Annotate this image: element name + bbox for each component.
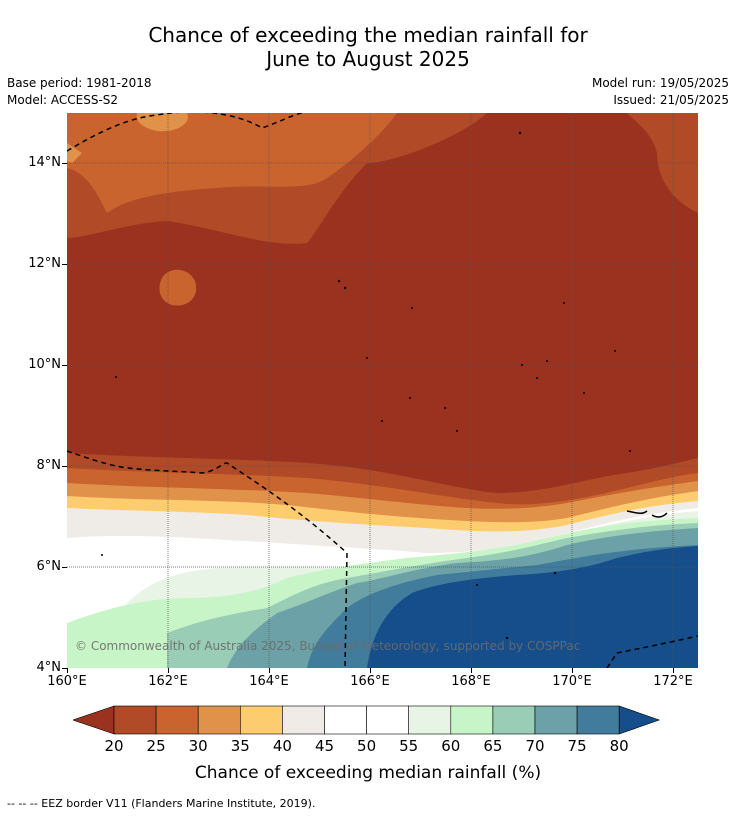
colorbar-tick-label: 75 [567, 737, 587, 755]
colorbar-cell [408, 705, 452, 735]
colorbar-tick-label: 55 [399, 737, 419, 755]
rainfall-map: © Commonwealth of Australia 2025, Bureau… [67, 113, 698, 668]
colorbar-cell [282, 705, 325, 735]
colorbar-tick-label: 60 [441, 737, 461, 755]
lon-tick [67, 668, 68, 673]
lon-label-164e: 164°E [249, 674, 289, 689]
lon-label-168e: 168°E [451, 674, 491, 689]
eez-border [67, 113, 698, 668]
lat-tick [62, 163, 67, 164]
lon-tick [370, 668, 371, 673]
copyright-notice: © Commonwealth of Australia 2025, Bureau… [75, 639, 581, 653]
lon-tick [269, 668, 270, 673]
colorbar-cell [366, 705, 410, 735]
colorbar-cell [197, 705, 241, 735]
colorbar-cell [113, 705, 157, 735]
islands [101, 131, 631, 640]
eez-legend-note: -- -- -- EEZ border V11 (Flanders Marine… [7, 797, 316, 810]
lat-tick [62, 365, 67, 366]
map-title-line2: June to August 2025 [266, 47, 470, 71]
base-period: Base period: 1981-2018 [7, 76, 152, 90]
colorbar-extend-high [618, 705, 661, 735]
graticule [67, 113, 698, 668]
model-name: Model: ACCESS-S2 [7, 93, 119, 107]
contour-30-island [159, 269, 197, 306]
contour-25-right [627, 113, 698, 213]
lat-tick [62, 668, 67, 669]
colorbar-tick-label: 70 [525, 737, 545, 755]
colorbar [72, 705, 665, 739]
lon-tick [673, 668, 674, 673]
lat-label-12n: 12°N [28, 256, 61, 271]
lon-label-170e: 170°E [552, 674, 592, 689]
lon-label-166e: 166°E [350, 674, 390, 689]
colorbar-tick-label: 35 [230, 737, 250, 755]
lat-tick [62, 264, 67, 265]
colorbar-cell [324, 705, 367, 735]
issued-date: Issued: 21/05/2025 [613, 93, 729, 107]
lat-label-14n: 14°N [28, 155, 61, 170]
lon-tick [471, 668, 472, 673]
colorbar-tick-label: 20 [104, 737, 124, 755]
lon-label-172e: 172°E [653, 674, 693, 689]
lat-tick [62, 567, 67, 568]
lat-label-6n: 6°N [36, 559, 62, 574]
contour-35 [136, 113, 188, 132]
colorbar-tick-label: 40 [272, 737, 292, 755]
colorbar-cell [492, 705, 536, 735]
lat-tick [62, 466, 67, 467]
contour-over-80-south [367, 546, 698, 668]
lat-label-4n: 4°N [36, 660, 62, 675]
colorbar-cell [155, 705, 199, 735]
colorbar-tick-label: 50 [357, 737, 377, 755]
colorbar-cell [534, 705, 578, 735]
lon-label-162e: 162°E [148, 674, 188, 689]
lon-tick [572, 668, 573, 673]
colorbar-cell [450, 705, 494, 735]
colorbar-tick-label: 25 [146, 737, 166, 755]
colorbar-cell [576, 705, 620, 735]
colorbar-title: Chance of exceeding median rainfall (%) [194, 763, 542, 783]
map-title-line1: Chance of exceeding the median rainfall … [148, 23, 588, 47]
lon-label-160e: 160°E [47, 674, 87, 689]
colorbar-tick-label: 80 [609, 737, 629, 755]
lat-label-10n: 10°N [28, 357, 61, 372]
colorbar-tick-label: 30 [188, 737, 208, 755]
lon-tick [168, 668, 169, 673]
colorbar-cell [240, 705, 283, 735]
colorbar-tick-label: 65 [483, 737, 503, 755]
colorbar-extend-low [72, 705, 115, 735]
lat-label-8n: 8°N [36, 458, 62, 473]
model-run: Model run: 19/05/2025 [591, 76, 729, 90]
colorbar-tick-label: 45 [314, 737, 335, 755]
